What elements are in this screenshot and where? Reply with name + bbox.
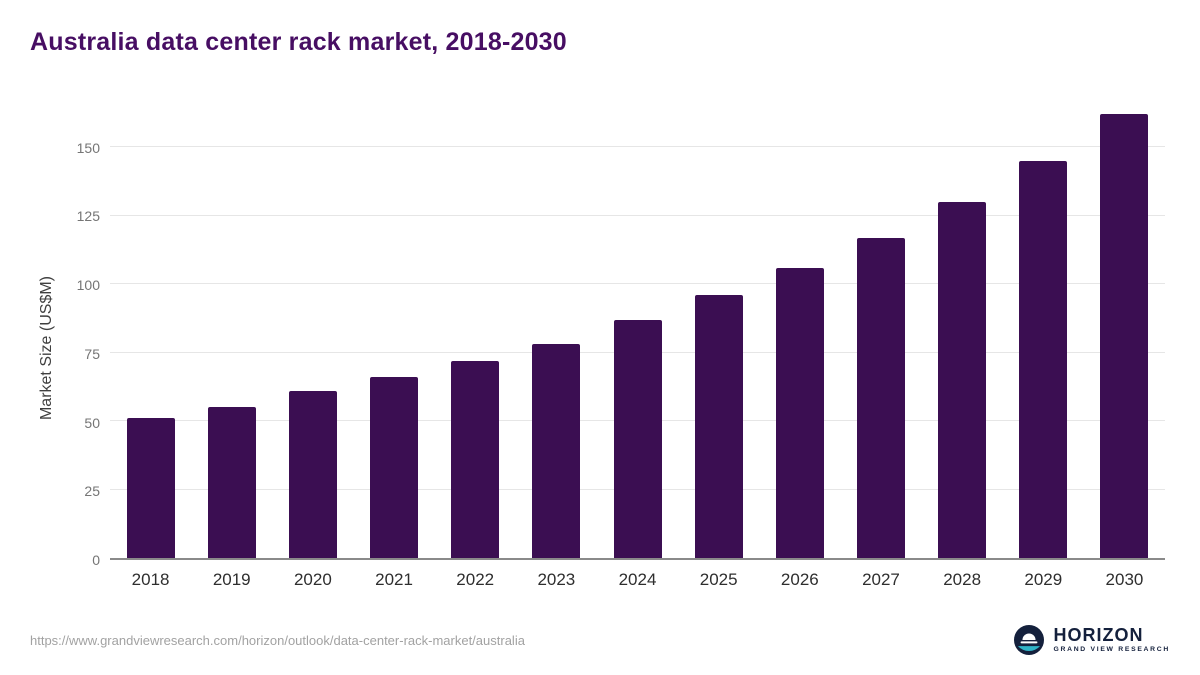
bar-slot xyxy=(597,98,678,558)
bar-slot xyxy=(353,98,434,558)
chart-title: Australia data center rack market, 2018-… xyxy=(30,28,567,56)
bar-slot xyxy=(272,98,353,558)
x-tick-label-2025: 2025 xyxy=(699,570,738,589)
bar-slot xyxy=(1003,98,1084,558)
bar-slot xyxy=(191,98,272,558)
y-tick-label: 125 xyxy=(76,208,100,225)
x-tick-label-2021: 2021 xyxy=(375,570,413,589)
y-tick-label: 0 xyxy=(92,552,100,568)
x-tick-label-2028: 2028 xyxy=(943,570,982,589)
horizon-logo-text: HORIZON GRAND VIEW RESEARCH xyxy=(1053,626,1170,654)
bar-2028 xyxy=(938,202,987,558)
bar-2029 xyxy=(1019,160,1068,558)
y-tick-label: 25 xyxy=(84,483,100,500)
bar-slot xyxy=(516,98,597,558)
bar-2026 xyxy=(775,267,824,558)
y-axis-label: Market Size (US$M) xyxy=(38,275,55,421)
bar-2021 xyxy=(370,377,419,558)
bar-2025 xyxy=(694,295,743,558)
bar-2018 xyxy=(126,418,175,558)
x-tick-label-2026: 2026 xyxy=(780,570,819,589)
gridline xyxy=(110,283,1165,285)
y-tick-label: 150 xyxy=(76,139,100,156)
bar-2019 xyxy=(207,407,256,558)
horizon-logo-icon xyxy=(1014,625,1045,655)
source-url: https://www.grandviewresearch.com/horizo… xyxy=(30,632,525,648)
x-tick-label-2019: 2019 xyxy=(212,570,251,589)
footer: https://www.grandviewresearch.com/horizo… xyxy=(30,618,1170,662)
x-tick-label-2023: 2023 xyxy=(537,570,576,589)
bar-2022 xyxy=(451,360,500,558)
gridline xyxy=(110,146,1165,148)
bars-row xyxy=(110,98,1165,558)
horizon-logo-subtitle: GRAND VIEW RESEARCH xyxy=(1053,646,1170,654)
x-tick-label-2030: 2030 xyxy=(1105,570,1144,589)
bar-2024 xyxy=(613,319,662,558)
x-axis: 2018 2019 2020 2021 2022 2023 2024 2025 2026 2027… xyxy=(110,560,1165,590)
bar-slot xyxy=(759,98,840,558)
plot-area xyxy=(110,98,1165,560)
bar-slot xyxy=(110,98,191,558)
x-tick-label-2020: 2020 xyxy=(293,570,332,589)
y-axis: 0 25 50 75 100 125 150 xyxy=(64,98,110,569)
bar-2027 xyxy=(856,237,905,558)
bar-2030 xyxy=(1100,114,1149,558)
y-tick-label: 100 xyxy=(76,277,100,293)
x-tick-label-2024: 2024 xyxy=(618,570,657,589)
x-tick-label-2029: 2029 xyxy=(1024,570,1063,589)
x-tick-label-2018: 2018 xyxy=(131,570,170,589)
y-axis-label-column: Market Size (US$M) xyxy=(30,98,64,598)
x-tick-label-2022: 2022 xyxy=(456,570,495,589)
y-tick-label: 75 xyxy=(84,345,100,362)
bar-slot xyxy=(435,98,516,558)
horizon-logo-name: HORIZON xyxy=(1053,625,1144,646)
x-tick-label-2027: 2027 xyxy=(862,570,900,589)
bar-slot xyxy=(1084,98,1165,558)
plot-column: 2018 2019 2020 2021 2022 2023 2024 2025 2026 2027… xyxy=(110,98,1165,598)
bar-2023 xyxy=(532,344,581,558)
bar-chart: Market Size (US$M) 0 25 50 75 100 125 150 2018… xyxy=(30,98,1165,598)
horizon-logo: HORIZON GRAND VIEW RESEARCH xyxy=(1014,625,1170,655)
bar-slot xyxy=(678,98,759,558)
gridline xyxy=(110,214,1165,216)
bar-slot xyxy=(922,98,1003,558)
bar-2020 xyxy=(288,390,337,558)
bar-slot xyxy=(840,98,921,558)
y-tick-label: 50 xyxy=(84,414,100,431)
